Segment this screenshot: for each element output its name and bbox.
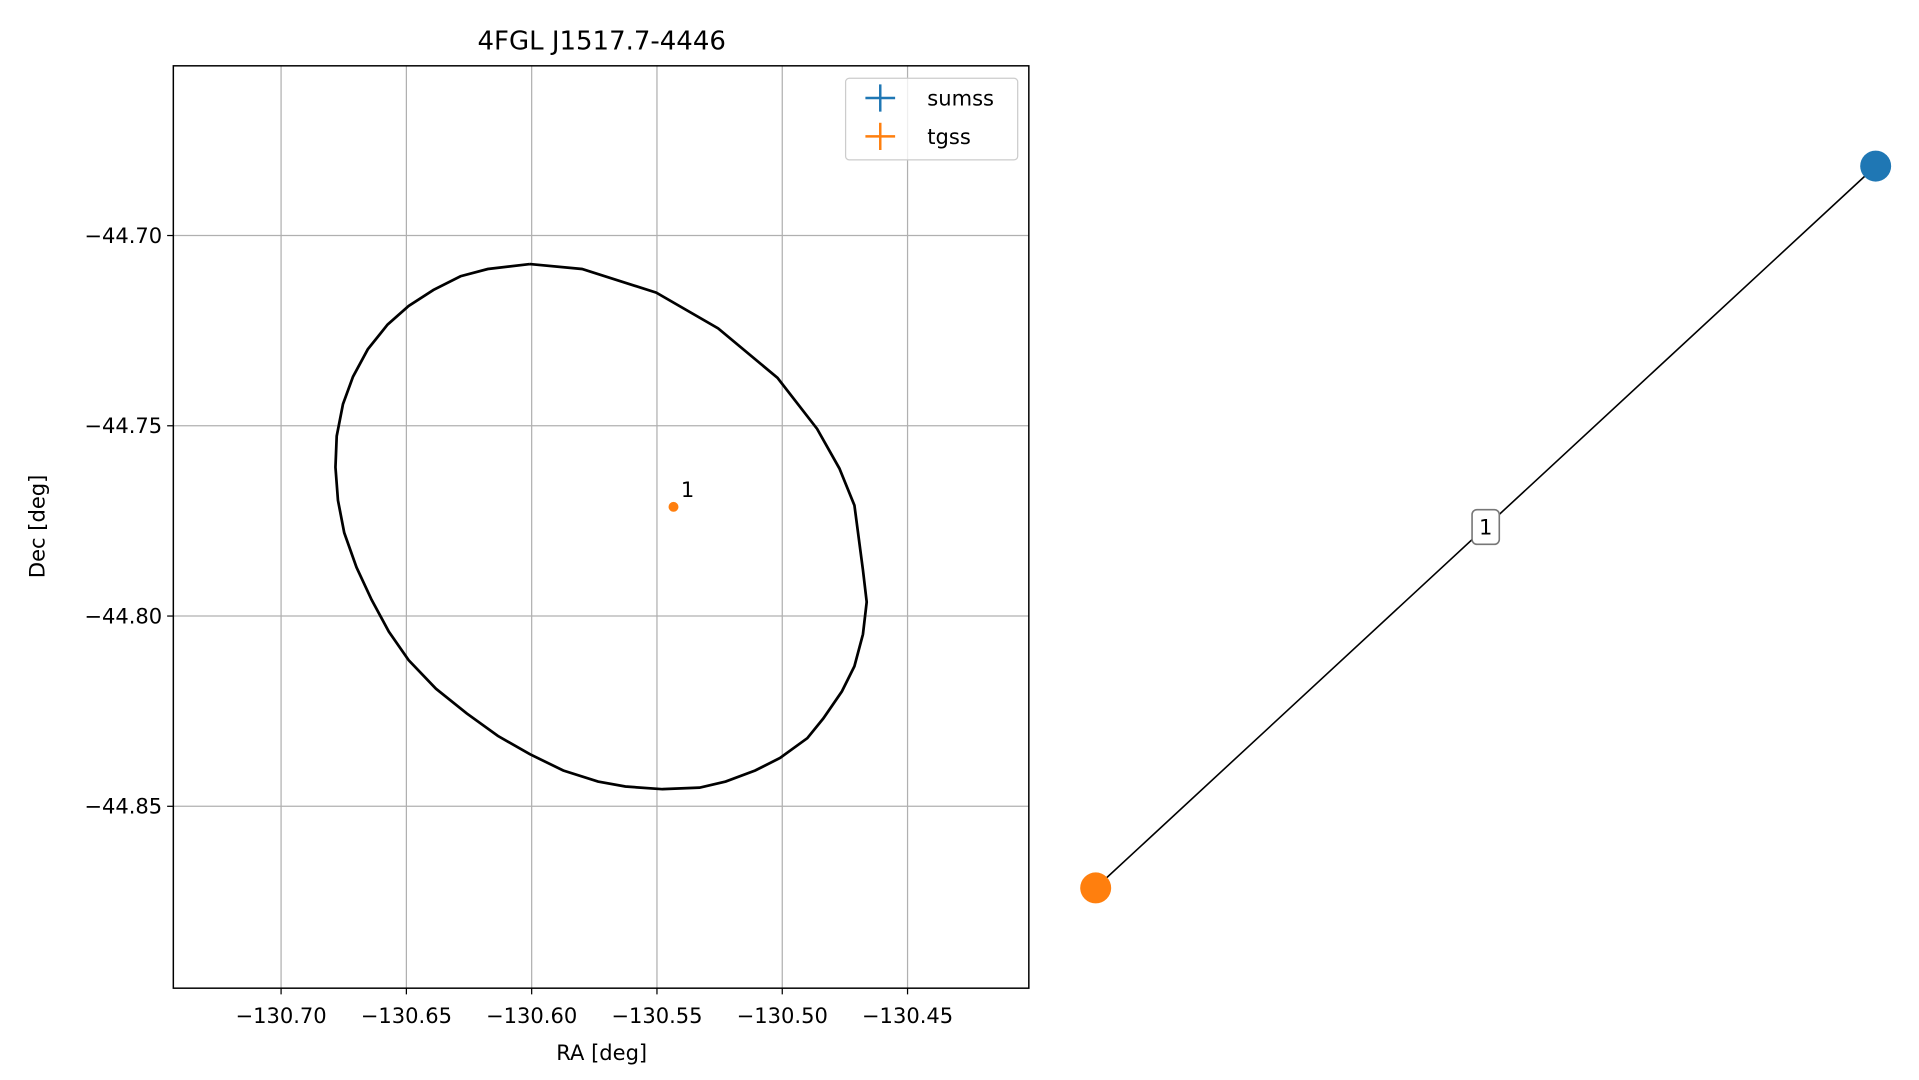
y-axis-label: Dec [deg] <box>25 475 50 578</box>
x-tick-label: −130.55 <box>611 1003 702 1028</box>
y-tick-label: −44.80 <box>84 603 162 628</box>
legend-label: tgss <box>927 124 971 149</box>
x-tick-label: −130.60 <box>486 1003 577 1028</box>
legend-label: sumss <box>927 85 994 110</box>
x-tick-label: −130.45 <box>862 1003 953 1028</box>
legend: sumss tgss <box>844 77 1019 161</box>
edge-label: 1 <box>1479 514 1492 539</box>
y-tick-label: −44.75 <box>84 413 162 438</box>
node <box>1080 872 1112 904</box>
x-axis-label: RA [deg] <box>556 1040 647 1065</box>
plot-frame <box>172 65 1030 989</box>
point <box>668 501 679 512</box>
x-tick-label: −130.70 <box>235 1003 326 1028</box>
node <box>1860 150 1892 182</box>
edge-label-box <box>1471 508 1501 546</box>
x-tick-label: −130.50 <box>737 1003 828 1028</box>
chart-title: 4FGL J1517.7-4446 <box>477 27 725 57</box>
y-tick-label: −44.85 <box>84 794 162 819</box>
y-tick-label: −44.70 <box>84 223 162 248</box>
point-label: 1 <box>681 477 694 502</box>
error-ellipse <box>334 262 869 791</box>
x-tick-label: −130.65 <box>361 1003 452 1028</box>
